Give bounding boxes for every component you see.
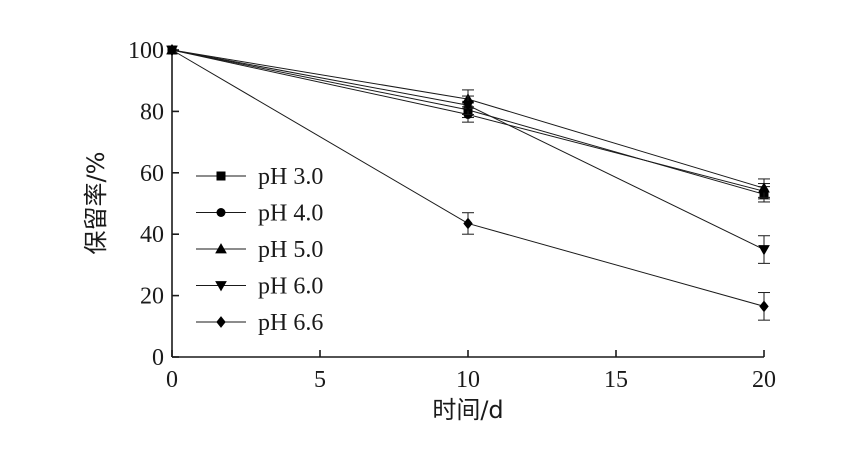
legend-label: pH 4.0 xyxy=(258,201,323,227)
legend-marker xyxy=(216,316,226,328)
legend-item: pH 5.0 xyxy=(196,237,323,263)
data-point xyxy=(758,182,770,193)
data-point xyxy=(758,245,770,256)
x-ticks: 0 5 10 15 20 xyxy=(166,350,776,393)
legend: pH 3.0 pH 4.0 pH 5.0 pH 6.0 pH 6.6 xyxy=(196,164,323,336)
data-point xyxy=(759,300,769,313)
legend-marker xyxy=(215,243,227,254)
legend-label: pH 3.0 xyxy=(258,164,323,190)
legend-marker xyxy=(216,171,226,181)
x-tick-label: 15 xyxy=(604,367,628,393)
y-axis-label: 保留率/% xyxy=(82,152,110,255)
legend-item: pH 6.6 xyxy=(196,310,323,336)
legend-item: pH 3.0 xyxy=(196,164,323,190)
legend-marker xyxy=(215,281,227,292)
y-tick-label: 100 xyxy=(128,38,164,64)
y-tick-label: 60 xyxy=(140,161,164,187)
series-pH-6-6 xyxy=(167,44,770,321)
legend-label: pH 5.0 xyxy=(258,237,323,263)
y-ticks: 0 20 40 60 80 100 xyxy=(128,38,179,371)
data-point xyxy=(462,100,474,112)
x-tick-label: 20 xyxy=(752,367,776,393)
x-axis-label: 时间/d xyxy=(432,396,503,424)
y-tick-label: 40 xyxy=(140,222,164,248)
y-tick-label: 0 xyxy=(152,345,164,371)
data-point xyxy=(463,217,473,230)
x-tick-label: 0 xyxy=(166,367,178,393)
x-tick-label: 5 xyxy=(314,367,326,393)
y-tick-label: 20 xyxy=(140,284,164,310)
legend-item: pH 4.0 xyxy=(196,201,323,227)
series-layer xyxy=(166,44,770,321)
x-tick-label: 10 xyxy=(456,367,480,393)
legend-item: pH 6.0 xyxy=(196,274,323,300)
legend-label: pH 6.0 xyxy=(258,274,323,300)
y-tick-label: 80 xyxy=(140,99,164,125)
legend-label: pH 6.6 xyxy=(258,310,323,336)
legend-marker xyxy=(216,208,226,217)
data-point xyxy=(167,44,177,56)
